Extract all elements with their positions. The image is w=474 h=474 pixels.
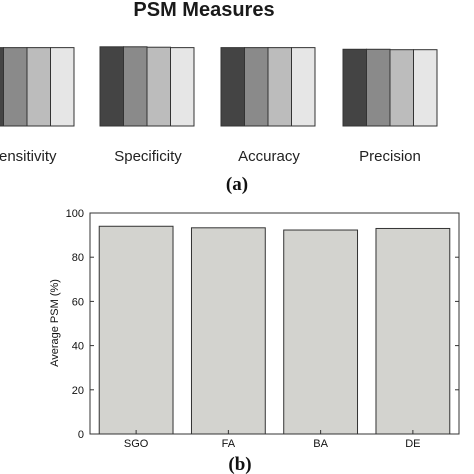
chart-a-bar (146, 46, 171, 127)
chart-b-x-tick-label: DE (405, 438, 420, 450)
chart-a-bar (366, 48, 391, 127)
chart-a-title: PSM Measures (133, 0, 274, 21)
chart-b-x-tick-label: SGO (124, 438, 149, 450)
chart-a-bars (0, 46, 438, 127)
panel-b-label: (b) (228, 454, 251, 474)
chart-a-bar (123, 46, 148, 127)
chart-b-x-tick-label: FA (222, 438, 236, 450)
chart-b-y-axis-label: Average PSM (%) (49, 279, 61, 367)
chart-a-bar (50, 47, 75, 127)
chart-b-bar (190, 227, 266, 435)
chart-a-bar (0, 47, 4, 127)
chart-a-bar (220, 47, 245, 127)
chart-b-x-tick-label: BA (313, 438, 328, 450)
chart-a-bar (413, 49, 438, 127)
chart-a-category-label: ensitivity (0, 148, 57, 165)
chart-b-bar (98, 225, 174, 435)
chart-b-y-tick-label: 60 (72, 296, 84, 308)
chart-a-category-label: Accuracy (238, 148, 300, 165)
panel-a: PSM Measures ensitivity Specificity Accura… (0, 0, 438, 195)
chart-b-y-tick-label: 20 (72, 385, 84, 397)
chart-a-bar (244, 47, 269, 127)
panel-b: 0 20 40 60 80 100 SGO FA BA DE Average PSM (%) (… (49, 208, 460, 474)
chart-b-bar (283, 229, 359, 435)
panel-a-label: (a) (226, 174, 248, 195)
chart-a-bar (342, 48, 367, 127)
chart-a-bar (3, 47, 28, 127)
chart-b-bars (98, 225, 451, 435)
chart-a-category-label: Precision (359, 148, 421, 165)
chart-a-category-label: Specificity (114, 148, 182, 165)
chart-a-bar (99, 46, 124, 127)
chart-a-bar (291, 47, 316, 127)
chart-b-y-tick-label: 100 (66, 208, 84, 220)
chart-a-bar (26, 47, 51, 127)
chart-b-y-tick-label: 40 (72, 341, 84, 353)
chart-a-bar (267, 47, 292, 127)
chart-b-y-ticks: 0 20 40 60 80 100 (66, 208, 459, 441)
chart-a-bar (389, 49, 414, 127)
chart-b-x-ticks: SGO FA BA DE (124, 430, 421, 450)
chart-a-category-labels: ensitivity Specificity Accuracy Precision (0, 148, 421, 165)
chart-b-y-tick-label: 80 (72, 252, 84, 264)
chart-a-bar (170, 47, 195, 127)
chart-b-bar (375, 227, 451, 435)
chart-b-y-tick-label: 0 (78, 429, 84, 441)
